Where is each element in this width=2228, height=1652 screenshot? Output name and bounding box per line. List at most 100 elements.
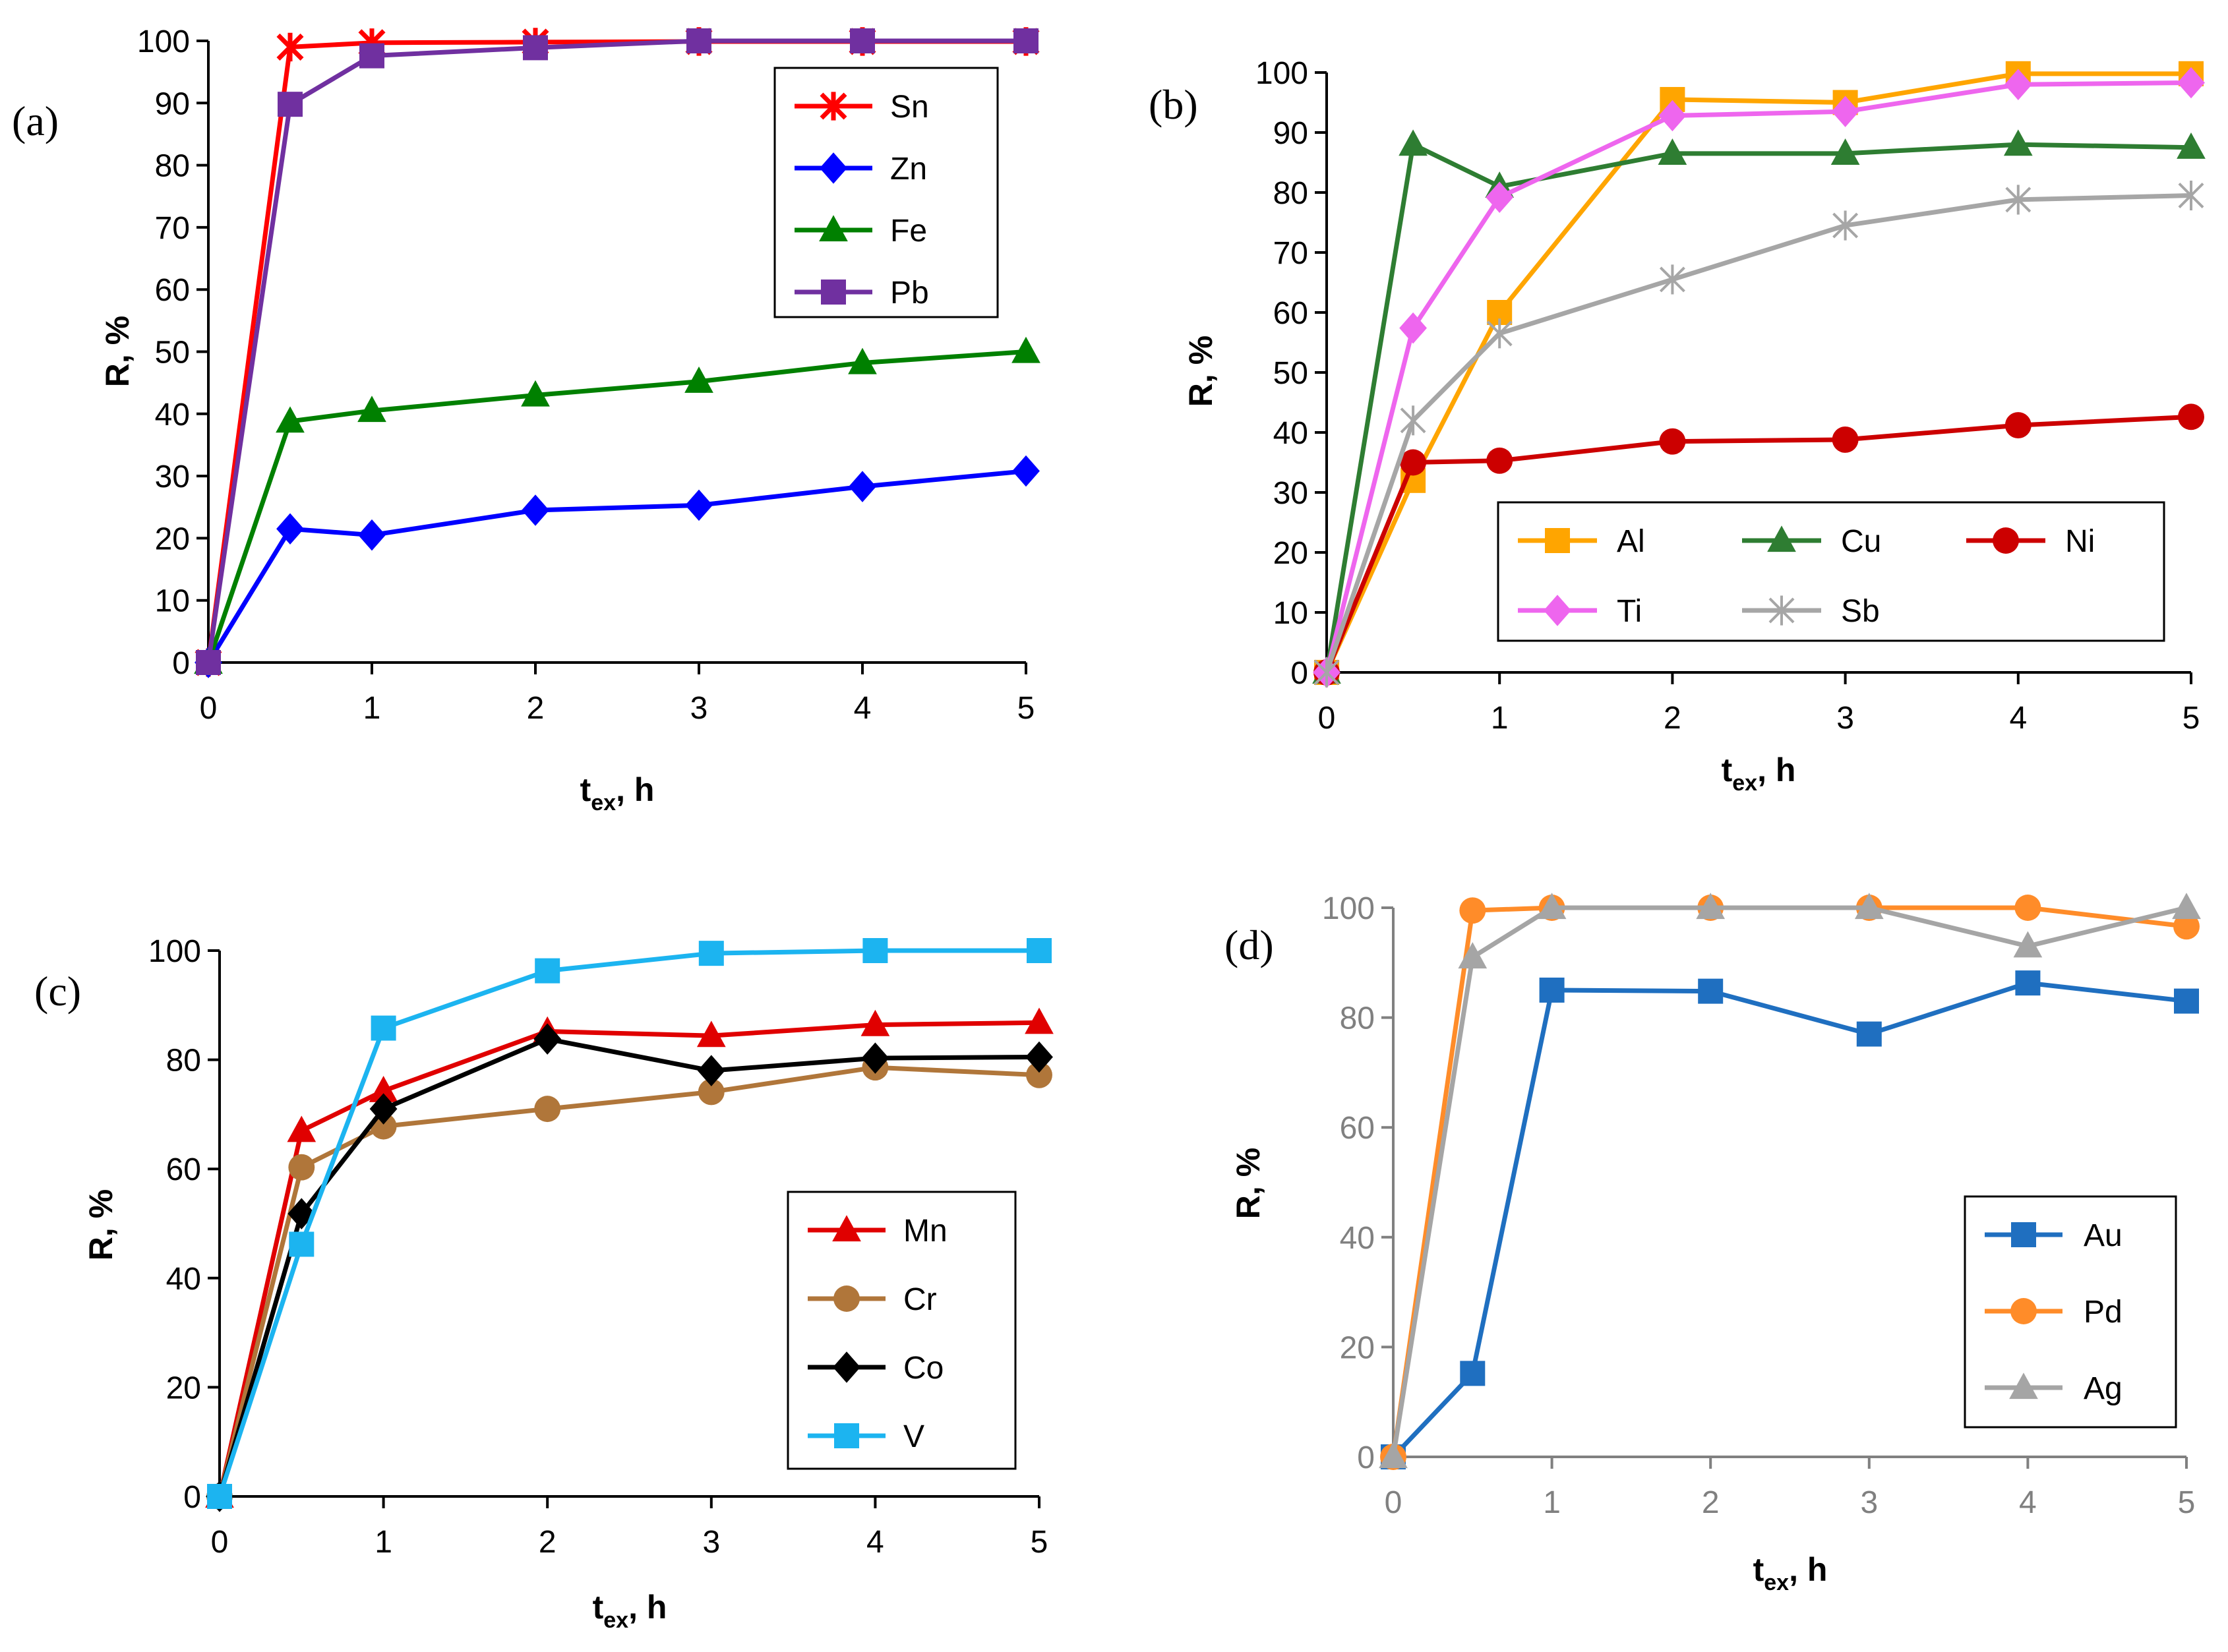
y-tick-label: 50 [155, 336, 190, 370]
y-tick-label: 80 [1340, 1001, 1375, 1036]
data-point [2177, 67, 2205, 99]
y-tick-label: 70 [1273, 236, 1308, 271]
data-point [2004, 412, 2032, 439]
data-point [287, 1115, 316, 1142]
data-point [2173, 913, 2200, 940]
data-point [1458, 942, 1488, 969]
data-point [1459, 897, 1486, 924]
y-tick-label: 20 [155, 521, 190, 556]
data-point [1830, 138, 1860, 165]
data-point [288, 1154, 315, 1181]
data-point [276, 32, 304, 62]
legend-entry-pb: Pb [795, 276, 929, 310]
x-tick-label: 1 [1543, 1485, 1561, 1520]
y-tick-label: 30 [1273, 476, 1308, 511]
x-tick-label: 0 [211, 1525, 229, 1560]
data-point [1486, 318, 1513, 349]
data-point [289, 1231, 315, 1257]
data-point [1399, 312, 1427, 344]
data-point [523, 35, 548, 61]
data-point [849, 471, 876, 502]
legend-marker [819, 215, 848, 242]
x-axis-label: tex, h [580, 771, 655, 815]
y-tick-label: 100 [137, 24, 190, 59]
legend-label: Pb [890, 276, 929, 310]
series-fe [194, 336, 1040, 674]
x-tick-label: 0 [200, 691, 218, 726]
data-point [2178, 180, 2204, 211]
legend-entry-zn: Zn [795, 152, 927, 187]
x-tick-label: 4 [854, 691, 872, 726]
x-tick-label: 3 [1836, 701, 1854, 736]
y-tick-label: 20 [1340, 1330, 1375, 1365]
x-tick-label: 3 [702, 1525, 720, 1560]
x-tick-label: 5 [1017, 691, 1035, 726]
data-point [369, 1075, 398, 1102]
chart-panel-3: (c) 0 20 40 60 80 100 0 1 2 3 4 5 R, % tex, h Mn Cr Co V [34, 934, 1054, 1633]
data-point [1379, 1442, 1408, 1469]
legend-entry-cr: Cr [808, 1282, 937, 1317]
data-point [698, 1078, 725, 1106]
legend: Al Cu Ni Ti Sb [1497, 501, 2165, 642]
x-tick-label: 3 [1860, 1485, 1878, 1520]
data-point [1658, 100, 1687, 132]
y-tick-label: 50 [1273, 356, 1308, 391]
chart-panel-1: (a) 0 10 20 30 40 50 60 70 80 90 100 0 1 2 3 4 5 R, % tex, … [12, 24, 1040, 815]
data-point [1026, 1061, 1052, 1088]
data-point [2172, 893, 2201, 920]
legend-label: Ti [1617, 594, 1642, 629]
series-line [206, 469, 1027, 664]
legend-box [1497, 501, 2165, 642]
legend-label: Zn [890, 152, 927, 187]
y-tick-label: 10 [155, 584, 190, 619]
data-point [1659, 264, 1685, 295]
legend-marker [833, 1285, 860, 1312]
legend-marker [820, 152, 847, 184]
panel-label: (b) [1149, 81, 1198, 128]
x-tick-label: 2 [1664, 701, 1681, 736]
data-point [357, 396, 386, 423]
x-tick-label: 4 [2019, 1485, 2037, 1520]
data-point [2005, 185, 2032, 215]
x-tick-label: 1 [1491, 701, 1509, 736]
data-point [2003, 129, 2033, 156]
data-point [278, 92, 303, 117]
y-tick-label: 80 [155, 149, 190, 184]
data-point [1027, 938, 1052, 963]
data-point [686, 28, 711, 53]
legend-marker [1544, 595, 1571, 626]
legend-label: Sb [1841, 594, 1880, 629]
y-tick-label: 40 [166, 1262, 201, 1297]
series-co [206, 1023, 1053, 1512]
data-point [2178, 403, 2204, 430]
legend-label: Ag [2084, 1371, 2123, 1406]
data-point [1698, 978, 1724, 1004]
y-axis-label: R, % [99, 316, 136, 387]
y-tick-label: 90 [155, 86, 190, 121]
legend-box [787, 1191, 1017, 1470]
legend-entry-al: Al [1518, 524, 1645, 559]
y-tick-label: 60 [1273, 296, 1308, 331]
panel-label: (d) [1224, 922, 1274, 968]
x-axis-label: tex, h [1722, 752, 1796, 796]
legend-label: Cu [1841, 524, 1881, 559]
legend-label: Ni [2065, 524, 2095, 559]
data-point [534, 1096, 561, 1123]
y-tick-label: 0 [172, 646, 190, 681]
legend-label: Co [903, 1351, 944, 1386]
data-point [1011, 336, 1040, 363]
x-tick-label: 4 [2009, 701, 2027, 736]
data-point [1400, 405, 1426, 436]
y-tick-label: 40 [1273, 416, 1308, 451]
data-point [1012, 455, 1040, 487]
series-au [1381, 970, 2199, 1469]
x-tick-label: 5 [2183, 701, 2200, 736]
x-tick-label: 2 [1702, 1485, 1720, 1520]
legend-entry-sb: Sb [1742, 594, 1880, 629]
x-tick-label: 3 [690, 691, 708, 726]
data-point [1313, 657, 1340, 688]
data-point [359, 43, 384, 69]
data-point [1025, 1041, 1053, 1073]
legend-entry-cu: Cu [1742, 524, 1881, 559]
legend-label: Sn [890, 90, 929, 125]
